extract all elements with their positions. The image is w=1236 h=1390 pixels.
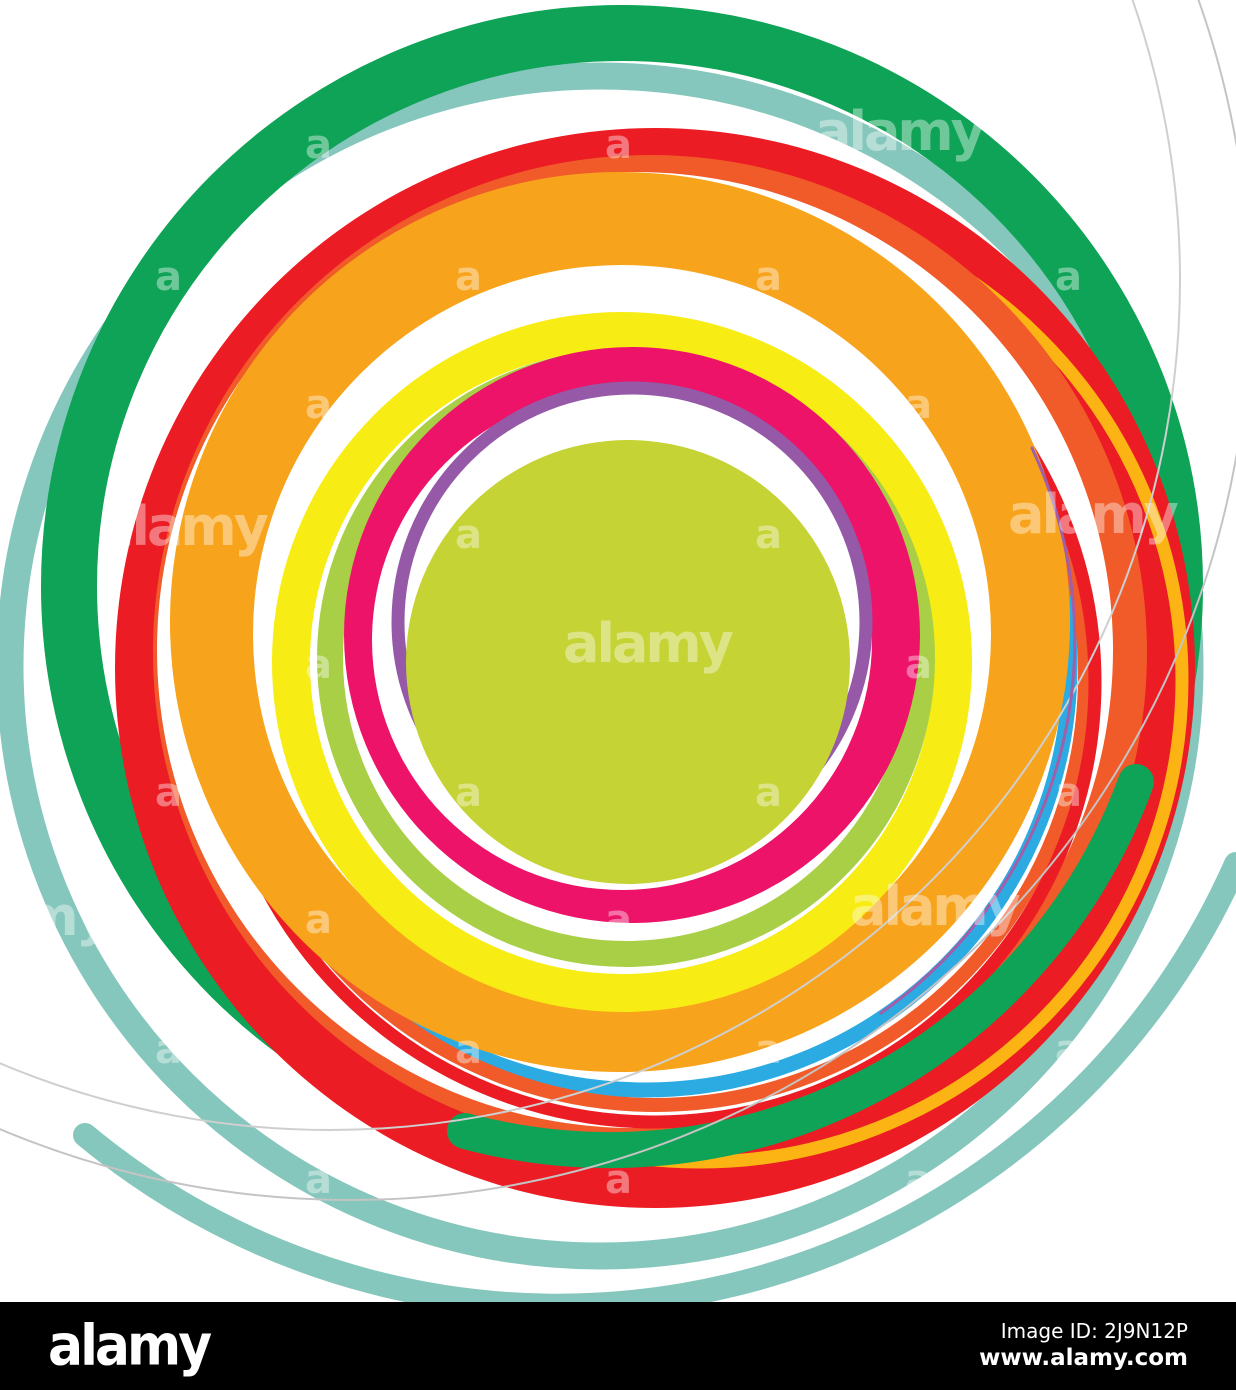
watermark-word: alamy [850,875,1021,938]
watermark-letter: a [305,897,332,943]
watermark-letter: a [605,122,632,168]
stock-illustration-canvas: alamy alamy alamy alamy alamy alamy a a a a a a a a a a… [0,0,1236,1302]
watermark-letter: a [905,1157,932,1203]
watermark-letter: a [1055,770,1082,816]
yellow-ring [272,312,972,1012]
watermark-word: alamy [1008,483,1179,546]
hairline-arc-2 [0,0,1181,1131]
teal-bottom-arc [73,852,1236,1302]
watermark-letter: a [305,122,332,168]
lime-center-disc [406,440,850,884]
watermark-letter: a [455,512,482,558]
green-bottom-arc [447,764,1154,1169]
watermark-letter: a [605,1157,632,1203]
hairline-arc-1 [0,0,1236,1201]
watermark-letter: a [305,642,332,688]
watermark-letter: a [455,254,482,300]
watermark-letter: a [1055,1027,1082,1073]
purple-hairline-arc [879,446,1077,1015]
watermark-word: alamy [563,612,734,675]
watermark-letter: a [905,382,932,428]
footer-watermark-bar: alamy Image ID: 2J9N12P www.alamy.com [0,1302,1236,1390]
watermark-letter: a [755,254,782,300]
watermark-letter: a [755,512,782,558]
watermark-letter: a [1055,254,1082,300]
alamy-logo: alamy [48,1313,212,1379]
watermark-letter: a [755,770,782,816]
watermark-letter: a [455,770,482,816]
watermark-word: alamy [0,885,111,948]
watermark-letter: a [155,770,182,816]
image-id-label: Image ID: 2J9N12P [1000,1319,1188,1344]
watermark-letter: a [155,254,182,300]
watermark-letter: a [605,382,632,428]
footer-image-info: Image ID: 2J9N12P www.alamy.com [979,1319,1188,1373]
watermark-letter: a [455,1027,482,1073]
watermark-letter: a [605,897,632,943]
watermark-letter: a [1205,642,1232,688]
watermark-word: alamy [98,495,269,558]
watermark-letter: a [305,382,332,428]
watermark-word: alamy [815,100,986,163]
alamy-website-url: www.alamy.com [979,1345,1188,1372]
watermark-letter: a [155,1027,182,1073]
watermark-letter: a [305,1157,332,1203]
watermark-letter: a [755,1027,782,1073]
watermark-letter: a [905,642,932,688]
